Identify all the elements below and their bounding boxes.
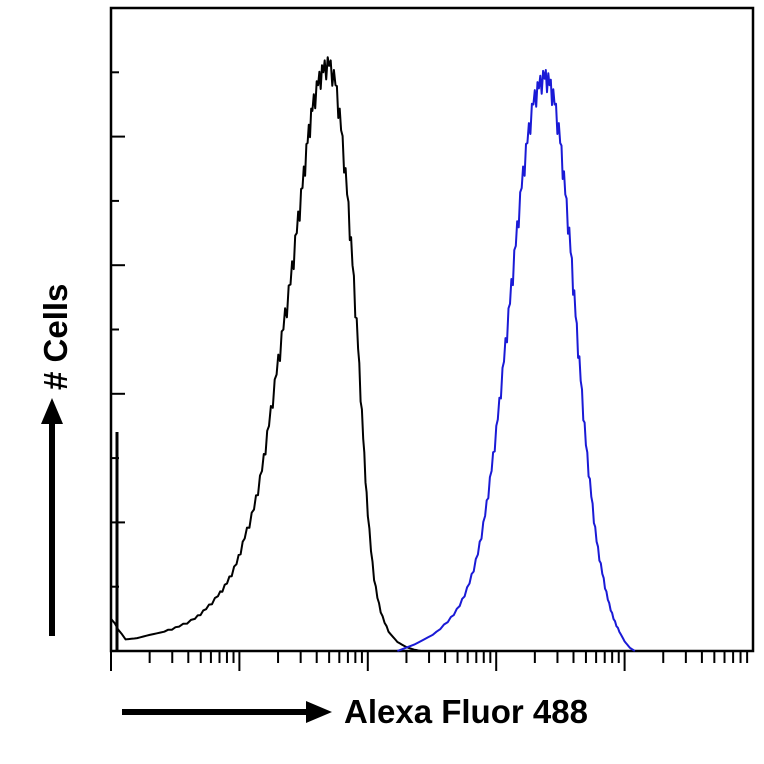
control-histogram-line <box>110 56 422 652</box>
y-axis-label: # Cells <box>37 284 74 390</box>
x-axis-label: Alexa Fluor 488 <box>344 693 588 730</box>
plot-frame <box>109 6 755 653</box>
x-axis-ticks <box>110 651 749 671</box>
y-axis-arrow <box>41 398 63 636</box>
stained-histogram-line <box>397 69 636 652</box>
x-axis-arrow <box>122 701 332 723</box>
series-group <box>110 56 636 652</box>
y-axis-ticks <box>111 71 125 588</box>
